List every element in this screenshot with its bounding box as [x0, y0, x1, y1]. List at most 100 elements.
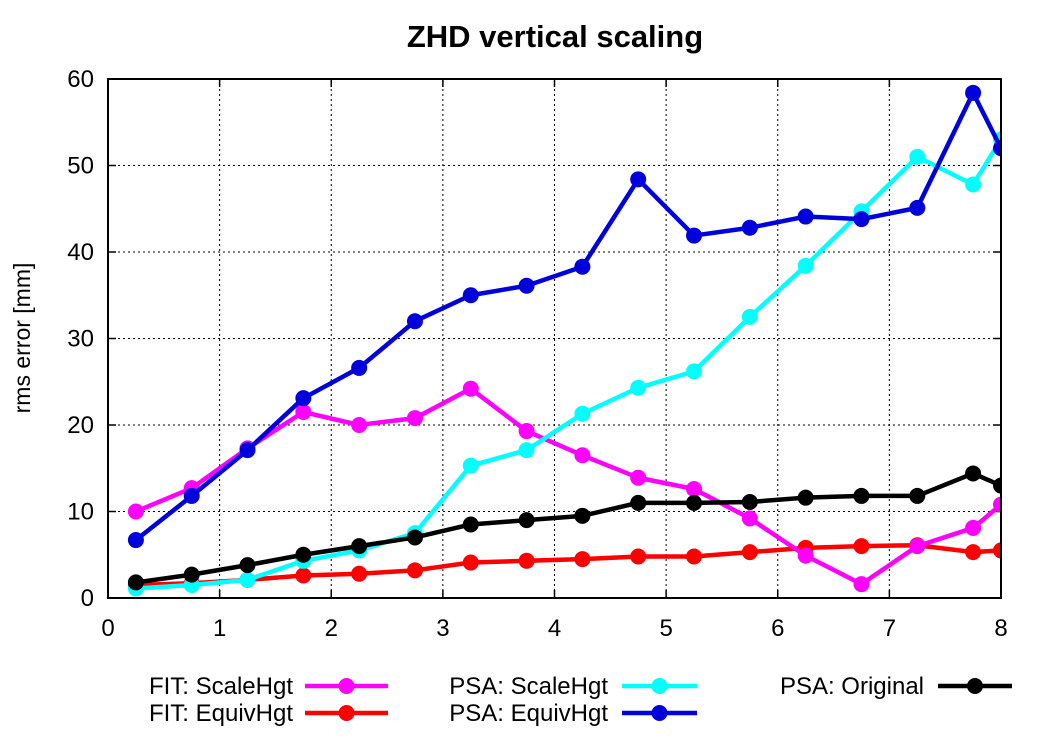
data-point [741, 308, 758, 325]
data-point [630, 469, 647, 486]
data-point [239, 442, 256, 459]
data-point [462, 554, 479, 571]
chart-title: ZHD vertical scaling [407, 19, 703, 54]
data-point [462, 380, 479, 397]
data-point [993, 477, 1001, 494]
data-point [462, 516, 479, 533]
data-point [965, 176, 982, 193]
legend-item: PSA: ScaleHgt [449, 673, 697, 700]
data-point [993, 140, 1001, 157]
x-tick-label: 6 [771, 615, 784, 642]
legend-marker [651, 705, 668, 721]
data-point [797, 257, 814, 274]
data-point [406, 410, 423, 427]
legend-label: PSA: EquivHgt [449, 700, 608, 727]
data-point [797, 547, 814, 564]
series-line [135, 386, 1001, 587]
series-psa-scalehgt [127, 131, 1001, 597]
data-point [741, 510, 758, 527]
series-line [135, 138, 1001, 591]
data-point [909, 487, 926, 504]
data-point [127, 532, 144, 549]
y-tick-label: 50 [67, 153, 94, 180]
legend-label: FIT: EquivHgt [149, 700, 293, 727]
legend-label: FIT: ScaleHgt [149, 673, 293, 700]
x-tick-label: 5 [659, 615, 672, 642]
data-point [518, 277, 535, 294]
data-point [406, 562, 423, 579]
data-point [183, 566, 200, 583]
legend-item: PSA: EquivHgt [449, 700, 697, 727]
data-point [686, 494, 703, 511]
data-point [630, 494, 647, 511]
data-point [965, 84, 982, 101]
data-point [853, 487, 870, 504]
data-point [686, 481, 703, 498]
data-point [574, 258, 591, 275]
data-point [518, 552, 535, 569]
legend-item: FIT: ScaleHgt [149, 673, 388, 700]
y-tick-label: 30 [67, 326, 94, 353]
legend-marker [338, 705, 355, 721]
data-point [462, 457, 479, 474]
tick-labels: 0 1 2 3 4 5 6 7 8 0 10 20 30 40 50 60 [67, 66, 1007, 642]
y-tick-label: 40 [67, 239, 94, 266]
data-point [741, 493, 758, 510]
data-point [965, 465, 982, 482]
data-point [853, 211, 870, 228]
data-point [351, 359, 368, 376]
legend-label: PSA: ScaleHgt [449, 673, 608, 700]
data-point [351, 417, 368, 433]
series-fit-equivhgt [127, 537, 1001, 594]
data-point [295, 390, 312, 407]
data-point [630, 548, 647, 565]
series-psa-original [127, 465, 1001, 591]
data-point [127, 574, 144, 591]
plot-frame [107, 78, 1002, 599]
grid-layer [108, 79, 1001, 598]
data-point [574, 447, 591, 464]
x-tick-label: 8 [994, 615, 1007, 642]
data-point [630, 171, 647, 188]
data-point [406, 529, 423, 546]
legend-item: PSA: Original [780, 673, 1012, 700]
data-point [909, 538, 926, 555]
data-point [518, 512, 535, 529]
series-line [134, 90, 1001, 542]
data-point [295, 546, 312, 563]
y-tick-label: 60 [67, 66, 94, 93]
x-tick-label: 3 [436, 615, 449, 642]
data-point [351, 565, 368, 582]
legend-marker [338, 678, 355, 694]
x-tick-label: 1 [213, 615, 226, 642]
data-point [797, 208, 814, 225]
legend-marker [651, 678, 668, 694]
data-point [351, 538, 368, 555]
y-axis-label: rms error [mm] [9, 263, 35, 414]
data-point [965, 519, 982, 536]
series-psa-equivhgt [127, 84, 1001, 549]
data-point [686, 548, 703, 565]
x-tick-label: 7 [883, 615, 896, 642]
data-point [295, 567, 312, 584]
data-point [993, 542, 1001, 559]
data-point [574, 405, 591, 422]
data-point [797, 489, 814, 506]
data-point [686, 227, 703, 244]
data-point [183, 487, 200, 504]
data-point [406, 313, 423, 330]
y-tick-label: 0 [81, 585, 94, 612]
x-tick-label: 0 [101, 615, 114, 642]
x-tick-label: 4 [548, 615, 561, 642]
y-tick-label: 20 [67, 412, 94, 439]
legend-label: PSA: Original [780, 673, 924, 700]
legend-marker [967, 678, 983, 694]
data-point [853, 576, 870, 593]
data-point [686, 363, 703, 380]
series-line [135, 471, 1001, 585]
data-point [741, 544, 758, 561]
data-point [853, 538, 870, 555]
